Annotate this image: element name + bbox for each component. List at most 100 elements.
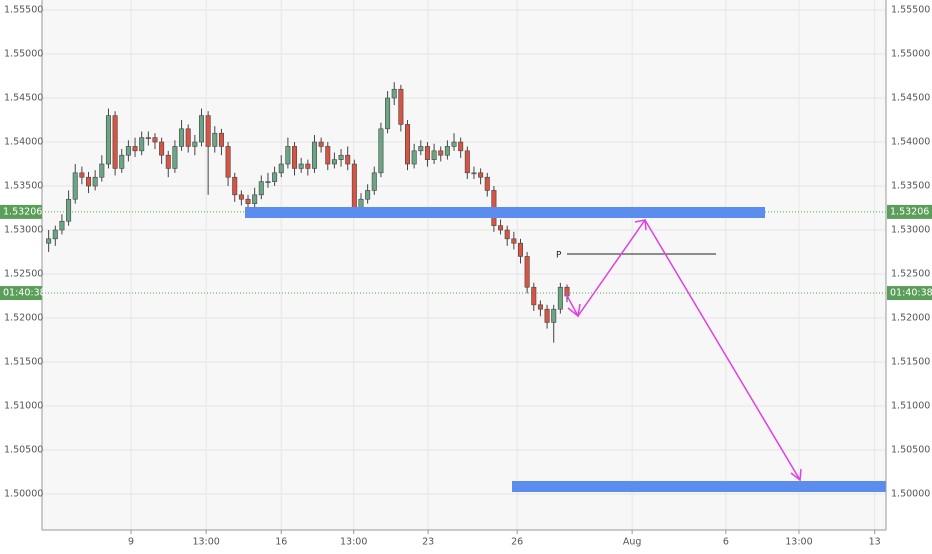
candle-body xyxy=(125,146,131,156)
candle-body xyxy=(218,132,224,147)
candle-body xyxy=(444,146,450,156)
y-tick-label: 1.53500 xyxy=(4,181,43,192)
target-zone xyxy=(512,481,886,492)
y-tick-label: 1.51500 xyxy=(4,357,43,368)
candle-body xyxy=(378,128,384,174)
candle-body xyxy=(245,198,251,204)
y-tick-label: 1.51000 xyxy=(891,401,930,412)
y-tick-label: 1.50500 xyxy=(891,445,930,456)
candle-body xyxy=(292,146,298,169)
candle-body xyxy=(358,198,364,209)
candle-body xyxy=(232,176,238,196)
y-tick-label: 1.52500 xyxy=(4,269,43,280)
candle-body xyxy=(165,154,171,169)
candle-body xyxy=(238,194,244,200)
candle-body xyxy=(458,141,464,152)
candle-body xyxy=(46,238,52,244)
candle-body xyxy=(192,141,198,147)
y-tick-label: 1.55000 xyxy=(891,49,930,60)
pivot-label: P xyxy=(556,251,562,261)
candle-body xyxy=(325,146,331,165)
candle-body xyxy=(418,146,424,152)
x-tick-label: 9 xyxy=(128,537,134,548)
price-box xyxy=(887,204,932,219)
x-tick-label: 16 xyxy=(275,537,287,548)
x-tick-label: 23 xyxy=(422,537,434,548)
candle-body xyxy=(105,115,111,165)
candle-body xyxy=(198,115,204,143)
candle-body xyxy=(159,141,165,156)
candle-body xyxy=(331,159,337,165)
candle-body xyxy=(79,172,85,178)
candle-body xyxy=(139,137,145,152)
x-tick-label: 13:00 xyxy=(192,537,219,548)
y-tick-label: 1.55000 xyxy=(4,49,43,60)
candle-body xyxy=(52,229,58,240)
candle-body xyxy=(551,308,557,323)
candle-body xyxy=(338,154,344,160)
candle-body xyxy=(99,163,105,178)
candle-body xyxy=(365,190,371,200)
candle-body xyxy=(471,172,477,175)
plot-area xyxy=(42,0,886,530)
price-label: 01:40:38 xyxy=(3,288,46,299)
candle-body xyxy=(385,97,391,130)
candle-body xyxy=(464,150,470,174)
candle-body xyxy=(179,128,185,147)
candle-body xyxy=(272,172,278,182)
candle-body xyxy=(498,225,504,231)
y-tick-label: 1.50500 xyxy=(4,445,43,456)
candle-body xyxy=(411,150,417,165)
candle-body xyxy=(285,146,291,165)
y-tick-label: 1.50000 xyxy=(4,489,43,500)
candle-body xyxy=(132,146,138,152)
arrow-head xyxy=(567,303,581,318)
candle-body xyxy=(278,163,284,174)
candle-body xyxy=(72,172,78,200)
candle-body xyxy=(405,124,411,165)
candle-body xyxy=(391,88,397,99)
price-label: 1.53206 xyxy=(3,206,42,217)
candle-body xyxy=(478,172,484,178)
price-box xyxy=(887,286,932,301)
candle-body xyxy=(298,163,304,169)
projection-path xyxy=(564,218,801,481)
price-box xyxy=(0,286,42,301)
candle-body xyxy=(265,181,271,183)
candle-body xyxy=(225,146,231,178)
y-tick-label: 1.54000 xyxy=(891,137,930,148)
y-tick-label: 1.55500 xyxy=(891,5,930,16)
candle-body xyxy=(305,163,311,169)
x-tick-label: 6 xyxy=(723,537,729,548)
candle-body xyxy=(252,194,258,204)
candle-body xyxy=(152,137,158,143)
candle-body xyxy=(185,128,191,147)
price-box xyxy=(0,204,42,219)
arrow-head xyxy=(790,468,802,482)
arrow-head xyxy=(634,219,647,231)
candle-body xyxy=(145,137,151,139)
y-tick-label: 1.53000 xyxy=(891,225,930,236)
candle-body xyxy=(398,88,404,125)
x-tick-label: 13:00 xyxy=(785,537,812,548)
y-tick-label: 1.52500 xyxy=(891,269,930,280)
candles xyxy=(46,82,570,343)
x-tick-label: 13:00 xyxy=(340,537,367,548)
grid xyxy=(42,0,886,530)
candle-body xyxy=(311,141,317,169)
candle-body xyxy=(172,146,178,169)
price-label: 01:40:38 xyxy=(890,288,932,299)
candle-body xyxy=(86,176,92,187)
y-tick-label: 1.55500 xyxy=(4,5,43,16)
candle-body xyxy=(544,308,550,323)
candle-body xyxy=(205,115,211,147)
candle-body xyxy=(511,238,517,244)
candle-body xyxy=(112,115,118,169)
y-tick-label: 1.54000 xyxy=(4,137,43,148)
candle-body xyxy=(451,141,457,147)
y-tick-label: 1.51500 xyxy=(891,357,930,368)
y-tick-label: 1.52000 xyxy=(891,313,930,324)
candle-body xyxy=(59,220,65,231)
y-tick-label: 1.53000 xyxy=(4,225,43,236)
